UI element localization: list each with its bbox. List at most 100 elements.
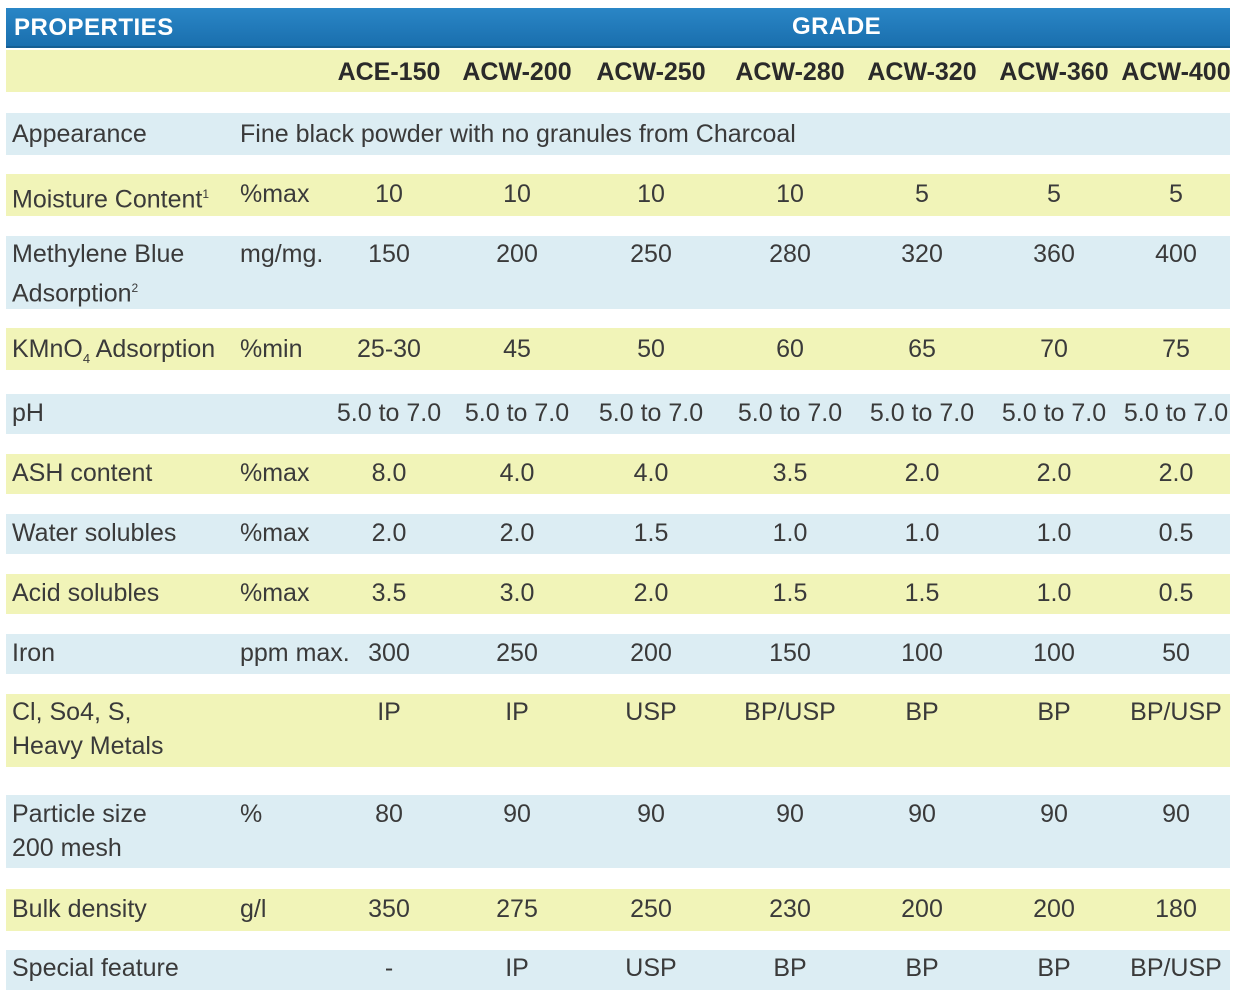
value-cell: 2.0	[1158, 459, 1194, 487]
unit-label: mg/mg.	[240, 240, 324, 268]
value-cell: 10	[503, 180, 531, 208]
value-cell: 1.0	[1036, 519, 1072, 547]
value-cell: 1.5	[904, 579, 940, 607]
value-cell: 10	[375, 180, 403, 208]
value-cell: 250	[630, 895, 672, 923]
property-label: Particle size 200 mesh	[12, 800, 147, 862]
value-cell: 90	[908, 800, 936, 828]
unit-label: %max	[240, 519, 310, 547]
value-cell: 1.0	[1036, 579, 1072, 607]
table-row	[6, 174, 1230, 216]
grade-column-header: ACW-360	[999, 58, 1109, 86]
value-cell: 3.5	[371, 579, 407, 607]
value-cell: 280	[769, 240, 811, 268]
value-cell: BP	[905, 954, 939, 982]
unit-label: %min	[240, 335, 303, 363]
unit-label: %max	[240, 579, 310, 607]
value-cell: IP	[505, 698, 529, 726]
value-cell: 250	[496, 639, 538, 667]
table-row	[6, 634, 1230, 674]
value-cell: 100	[1033, 639, 1075, 667]
value-cell: 2.0	[633, 579, 669, 607]
value-cell: 3.5	[772, 459, 808, 487]
value-cell: 5.0 to 7.0	[336, 399, 442, 427]
value-cell: BP	[1037, 954, 1071, 982]
value-cell: 320	[901, 240, 943, 268]
value-cell: 400	[1155, 240, 1197, 268]
grade-column-header: ACW-200	[462, 58, 572, 86]
value-cell: 2.0	[499, 519, 535, 547]
value-cell: 350	[368, 895, 410, 923]
grade-column-header: ACW-400	[1121, 58, 1231, 86]
value-cell: BP	[1037, 698, 1071, 726]
value-cell: 0.5	[1158, 519, 1194, 547]
table-row	[6, 950, 1230, 990]
value-cell: 8.0	[371, 459, 407, 487]
value-cell: 70	[1040, 335, 1068, 363]
value-cell: 75	[1162, 335, 1190, 363]
value-cell: 5.0 to 7.0	[1001, 399, 1107, 427]
unit-label: %	[240, 800, 263, 828]
table-row	[6, 574, 1230, 614]
value-cell: BP/USP	[744, 698, 836, 726]
grade-column-header: ACW-280	[735, 58, 845, 86]
value-cell: IP	[505, 954, 529, 982]
unit-label: %max	[240, 459, 310, 487]
value-cell: BP	[905, 698, 939, 726]
property-label: Bulk density	[12, 895, 147, 923]
property-label: Appearance	[12, 120, 147, 148]
value-cell: 2.0	[1036, 459, 1072, 487]
grade-column-header: ACW-320	[867, 58, 977, 86]
grade-column-header: ACE-150	[337, 58, 441, 86]
unit-label: g/l	[240, 895, 267, 923]
property-label: Iron	[12, 639, 56, 667]
property-label: Special feature	[12, 954, 179, 982]
value-cell: USP	[625, 954, 677, 982]
value-cell: 2.0	[371, 519, 407, 547]
grade-column-header: ACW-250	[596, 58, 706, 86]
value-cell: 90	[1162, 800, 1190, 828]
value-cell: 10	[776, 180, 804, 208]
value-cell: 4.0	[499, 459, 535, 487]
value-cell: 360	[1033, 240, 1075, 268]
value-cell: 60	[776, 335, 804, 363]
property-label: ASH content	[12, 459, 153, 487]
value-cell: 50	[637, 335, 665, 363]
value-cell: 5	[915, 180, 929, 208]
value-cell: 1.0	[772, 519, 808, 547]
value-cell: 3.0	[499, 579, 535, 607]
value-cell: -	[384, 954, 394, 982]
value-cell: 5.0 to 7.0	[1123, 399, 1229, 427]
value-cell: 200	[1033, 895, 1075, 923]
value-cell: 300	[368, 639, 410, 667]
value-cell: USP	[625, 698, 677, 726]
value-cell: 100	[901, 639, 943, 667]
value-cell: 200	[496, 240, 538, 268]
value-cell: 5.0 to 7.0	[598, 399, 704, 427]
table-row	[6, 795, 1230, 868]
value-cell: BP/USP	[1130, 954, 1222, 982]
property-label: Water solubles	[12, 519, 177, 547]
value-cell: 5	[1169, 180, 1183, 208]
table-row	[6, 113, 1230, 155]
value-cell: 180	[1155, 895, 1197, 923]
value-cell: 200	[630, 639, 672, 667]
table-row	[6, 236, 1230, 309]
value-cell: 65	[908, 335, 936, 363]
property-label: Acid solubles	[12, 579, 160, 607]
value-cell: 90	[637, 800, 665, 828]
table-row	[6, 394, 1230, 434]
value-cell: 45	[503, 335, 531, 363]
value-cell: 5.0 to 7.0	[869, 399, 975, 427]
value-cell: 25-30	[357, 335, 421, 363]
properties-heading: PROPERTIES	[14, 14, 174, 41]
property-label: pH	[12, 399, 44, 427]
value-cell: 90	[1040, 800, 1068, 828]
value-cell: 230	[769, 895, 811, 923]
value-cell: 90	[776, 800, 804, 828]
table-header-bar: PROPERTIES GRADE	[6, 8, 1230, 48]
value-cell: 90	[503, 800, 531, 828]
value-cell: BP	[773, 954, 807, 982]
unit-label: ppm max.	[240, 639, 350, 667]
value-cell: 150	[368, 240, 410, 268]
